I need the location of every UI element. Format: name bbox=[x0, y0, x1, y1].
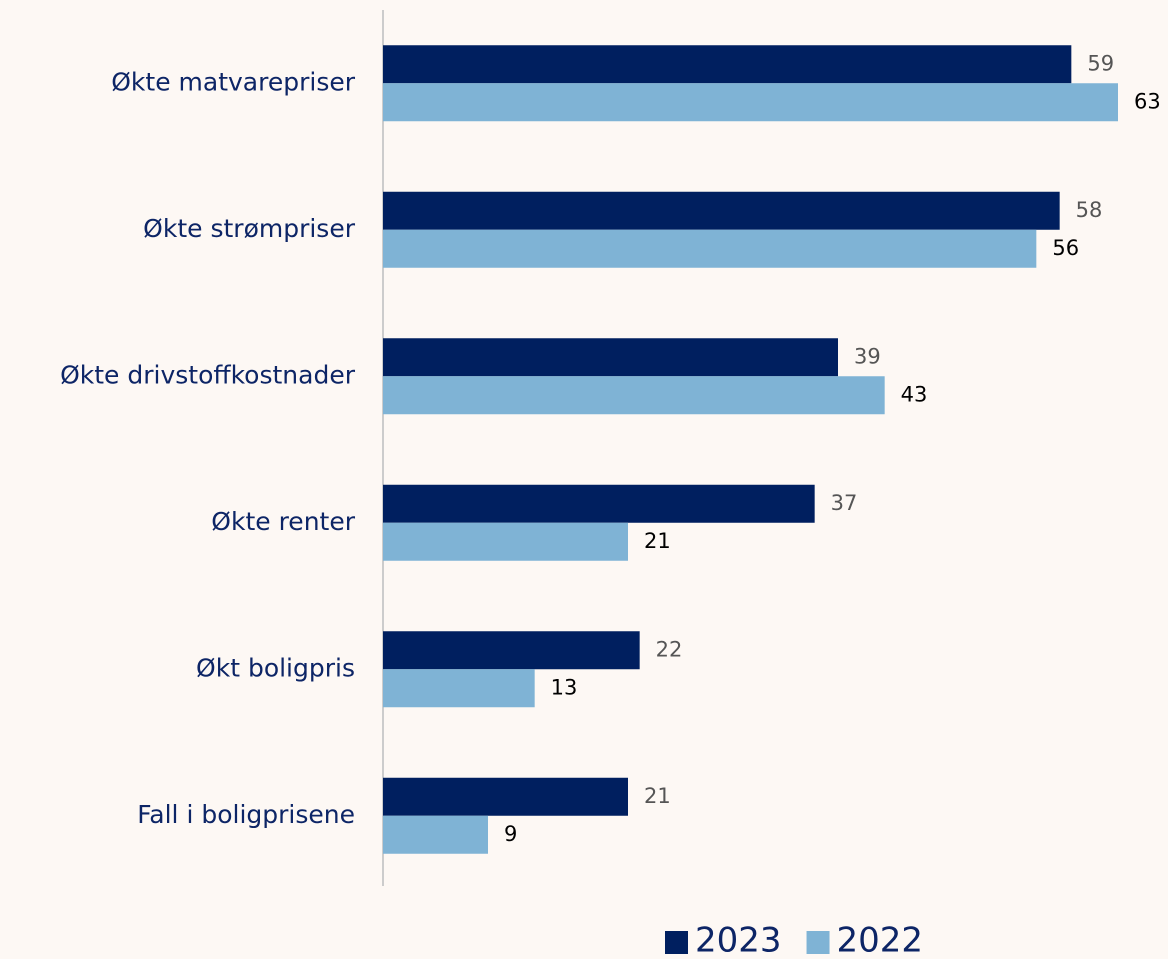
value-label: 21 bbox=[644, 529, 671, 553]
value-label: 39 bbox=[854, 344, 881, 368]
value-label: 9 bbox=[504, 822, 517, 846]
category-label: Økte renter bbox=[211, 507, 355, 536]
value-label: 37 bbox=[831, 491, 858, 515]
legend-swatch bbox=[806, 931, 830, 954]
value-label: 22 bbox=[656, 637, 683, 661]
value-label: 21 bbox=[644, 784, 671, 808]
bar bbox=[383, 631, 640, 670]
bar bbox=[383, 83, 1118, 122]
bar bbox=[383, 815, 488, 854]
bar bbox=[383, 484, 815, 523]
bar bbox=[383, 777, 628, 816]
value-label: 58 bbox=[1076, 198, 1103, 222]
bar bbox=[383, 45, 1072, 84]
bar bbox=[383, 376, 885, 415]
legend-label: 2023 bbox=[695, 921, 782, 959]
legend-label: 2022 bbox=[837, 921, 924, 959]
category-label: Økt boligpris bbox=[196, 653, 355, 682]
category-label: Økte drivstoffkostnader bbox=[60, 360, 356, 389]
bar bbox=[383, 338, 838, 377]
value-label: 63 bbox=[1134, 89, 1161, 113]
bar bbox=[383, 522, 628, 561]
category-label: Økte strømpriser bbox=[143, 214, 356, 243]
value-label: 59 bbox=[1087, 51, 1114, 75]
value-label: 13 bbox=[551, 675, 578, 699]
bar bbox=[383, 191, 1060, 230]
legend-swatch bbox=[665, 931, 688, 954]
bar bbox=[383, 669, 535, 708]
bar bbox=[383, 229, 1037, 268]
category-label: Økte matvarepriser bbox=[111, 67, 355, 96]
value-label: 43 bbox=[901, 382, 928, 406]
value-label: 56 bbox=[1052, 236, 1079, 260]
category-label: Fall i boligprisene bbox=[137, 800, 355, 829]
